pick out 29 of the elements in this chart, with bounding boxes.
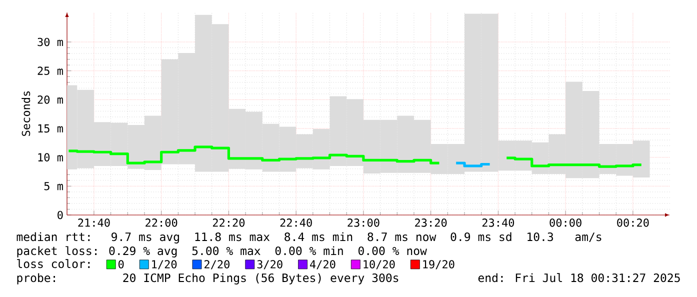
y-tick-label: 10 m bbox=[38, 153, 63, 162]
legend-label: 19/20 bbox=[423, 260, 454, 270]
x-tick-label: 23:00 bbox=[348, 218, 380, 227]
x-tick-label: 22:00 bbox=[146, 218, 178, 227]
x-tick-label: 21:40 bbox=[78, 218, 110, 227]
legend-label: 0 bbox=[118, 260, 124, 268]
y-tick-label: 20 m bbox=[38, 96, 63, 104]
y-tick-label: 15 m bbox=[38, 124, 63, 133]
legend-label: 10/20 bbox=[364, 260, 395, 270]
x-tick-label: 22:40 bbox=[280, 218, 312, 227]
x-tick-label: 00:00 bbox=[550, 218, 582, 227]
x-tick-label: 22:20 bbox=[212, 218, 245, 227]
y-tick-label: 5 m bbox=[44, 182, 63, 190]
legend-label: 1/20 bbox=[152, 260, 177, 270]
x-tick-label: 00:20 bbox=[617, 218, 649, 227]
legend-title: loss color: bbox=[17, 259, 90, 268]
y-axis-title: Seconds bbox=[22, 91, 30, 136]
text: packet loss: 0.29 % avg 5.00 % max 0.00 % min 0.00 % now bbox=[17, 246, 427, 258]
x-tick-label: 23:20 bbox=[415, 218, 447, 227]
legend-label: 4/20 bbox=[310, 260, 336, 270]
text: probe: 20 ICMP Echo Pings (56 Bytes) every 300s bbox=[17, 273, 398, 284]
y-tick-label: 0 bbox=[58, 210, 63, 220]
text: median rtt: 9.7 ms avg 11.8 ms max 8.4 ms min 8.7 ms now 0.9 ms sd 10.3 am/s bbox=[16, 232, 602, 244]
text: end: Fri Jul 18 00:31:27 2025 bbox=[478, 273, 680, 282]
y-tick-label: 30 m bbox=[38, 38, 63, 46]
x-tick-label: 23:40 bbox=[482, 218, 514, 227]
y-tick-label: 25 m bbox=[38, 66, 63, 75]
legend-label: 3/20 bbox=[257, 260, 282, 270]
legend-label: 2/20 bbox=[204, 260, 230, 270]
